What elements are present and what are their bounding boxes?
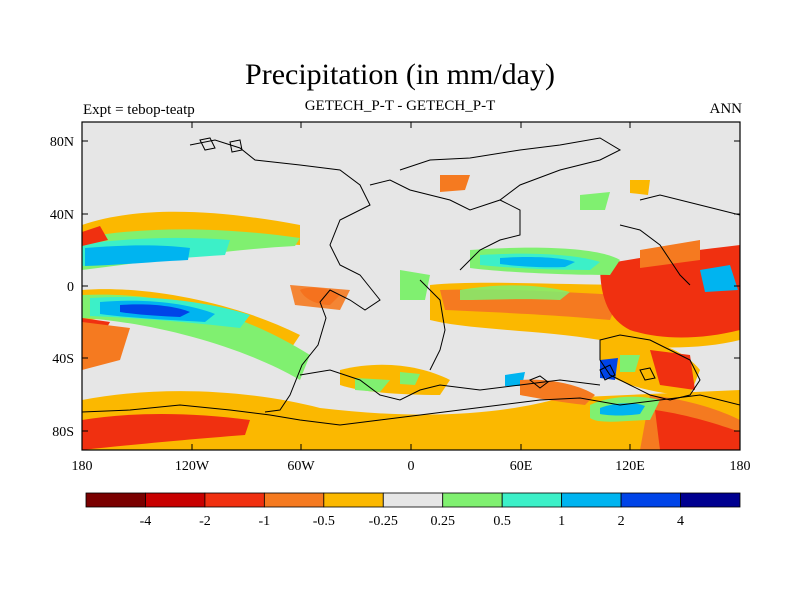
lat-label-80s: 80S (52, 425, 74, 440)
coast-africa-east (419, 279, 446, 371)
coast-small-island-2 (599, 364, 616, 381)
colorbar-label: 4 (677, 514, 684, 529)
lon-label-120w: 120W (175, 459, 210, 474)
contour-darkblue-spac (120, 304, 190, 317)
lon-label-180w: 180 (72, 459, 93, 474)
plot-title: Precipitation (in mm/day) (245, 58, 555, 91)
colorbar-swatch (561, 492, 622, 508)
contour-orange-spac2 (82, 322, 130, 370)
colorbar-label: -4 (140, 514, 152, 529)
contour-orange3-io (640, 240, 700, 268)
colorbar-swatch (85, 492, 146, 508)
colorbar-label: -2 (199, 514, 211, 529)
colorbar-label: -0.25 (369, 514, 398, 529)
contour-green-aus (620, 355, 640, 372)
coast-antarctica (82, 394, 740, 426)
coast-north-continent (189, 139, 381, 413)
colorbar-swatch (382, 492, 444, 508)
lat-label-40s: 40S (52, 352, 74, 367)
coastlines (82, 137, 740, 426)
contour-orange-n (630, 180, 650, 195)
lat-label-0: 0 (67, 280, 74, 295)
coast-sea-east (639, 194, 740, 216)
contour-green-safr2 (400, 372, 420, 385)
colorbar-swatch (680, 492, 741, 508)
colorbar-swatch (501, 492, 563, 508)
coast-pacific-islands (619, 224, 691, 286)
contour-orange-so (82, 390, 740, 450)
colorbar-label: 0.5 (493, 514, 511, 529)
colorbar-label: 2 (618, 514, 625, 529)
colorbar-label: 1 (558, 514, 565, 529)
lon-label-120e: 120E (615, 459, 645, 474)
colorbar-label: -1 (259, 514, 271, 529)
contour-red-so2 (655, 410, 740, 450)
coast-australia (599, 334, 701, 401)
colorbar-swatch (323, 492, 384, 508)
contour-red-eafr (440, 175, 470, 192)
coast-arctic-island (199, 137, 216, 151)
contour-red-io (600, 245, 740, 338)
coast-east-asia (459, 199, 521, 271)
colorbar-swatch (145, 492, 206, 508)
precipitation-field (82, 122, 740, 450)
contour-green-ne (580, 192, 610, 210)
lon-label-180e: 180 (730, 459, 751, 474)
lon-axis (81, 122, 741, 450)
colorbar: -4 -2 -1 -0.5 -0.25 0.25 0.5 1 2 4 (85, 492, 741, 529)
contour-cyan-so (600, 403, 645, 416)
lon-label-0: 0 (408, 459, 415, 474)
colorbar-label: 0.25 (430, 514, 455, 529)
contour-red-so (82, 414, 250, 450)
lon-label-60e: 60E (510, 459, 533, 474)
lat-label-80n: 80N (50, 135, 74, 150)
contour-blue-aus (600, 358, 618, 380)
season-label: ANN (709, 101, 743, 117)
contour-orange-atl (290, 285, 350, 310)
dataset-label: GETECH_P-T - GETECH_P-T (304, 98, 496, 114)
lat-axis (82, 140, 740, 432)
colorbar-swatch (204, 492, 265, 508)
contour-blue-wpac (700, 265, 738, 292)
lon-label-60w: 60W (287, 459, 315, 474)
contour-green-safr (355, 378, 390, 392)
contour-blue-asia (500, 257, 575, 268)
colorbar-swatch (620, 492, 681, 508)
contour-green-eq (460, 285, 570, 300)
colorbar-label: -0.5 (313, 514, 335, 529)
colorbar-swatch (442, 492, 503, 508)
colorbar-swatch (263, 492, 325, 508)
contour-blue-npac (85, 245, 190, 266)
coast-south-america (299, 369, 601, 401)
coast-eurasia (369, 137, 622, 211)
contour-red-npac (82, 226, 108, 246)
contour-red-aus (650, 350, 695, 390)
coast-arctic-island-2 (229, 139, 243, 153)
contour-green-atl (400, 270, 430, 300)
coast-small-island-3 (639, 367, 656, 381)
experiment-label: Expt = tebop-teatp (83, 102, 195, 118)
lat-label-40n: 40N (50, 208, 74, 223)
coast-small-island-1 (529, 375, 549, 389)
